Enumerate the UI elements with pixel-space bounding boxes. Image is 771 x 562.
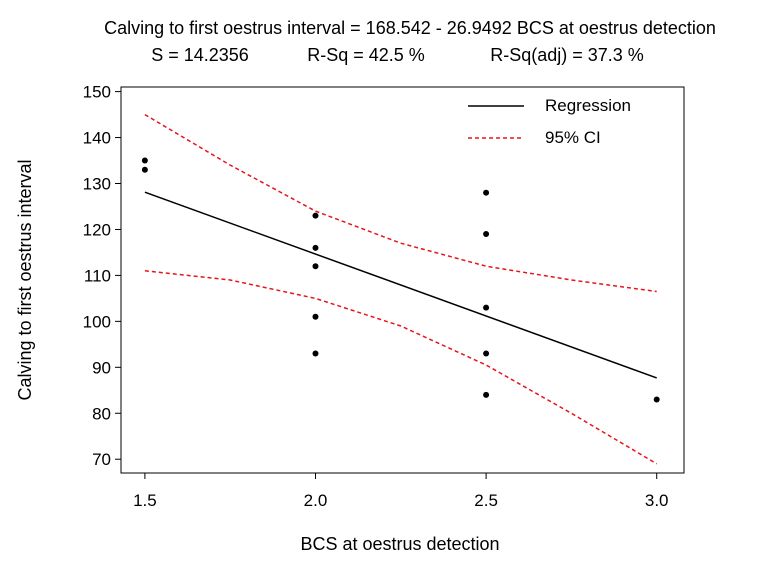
x-axis-label: BCS at oestrus detection bbox=[300, 534, 499, 554]
ci-lower-line bbox=[144, 270, 658, 465]
plot-frame bbox=[120, 86, 685, 474]
x-tick-label: 3.0 bbox=[645, 491, 669, 510]
regression-line-group bbox=[144, 191, 657, 379]
data-point bbox=[483, 189, 490, 196]
data-points bbox=[141, 157, 660, 403]
legend-ci-label: 95% CI bbox=[545, 128, 601, 147]
legend: Regression 95% CI bbox=[468, 96, 631, 147]
x-tick-label: 2.5 bbox=[474, 491, 498, 510]
x-tick-label: 1.5 bbox=[133, 491, 157, 510]
y-axis-label: Calving to first oestrus interval bbox=[15, 159, 35, 400]
legend-regression-label: Regression bbox=[545, 96, 631, 115]
ci-upper-line bbox=[144, 113, 657, 293]
stat-rsq: R-Sq = 42.5 % bbox=[307, 45, 425, 65]
y-tick-label: 120 bbox=[83, 220, 111, 239]
data-point bbox=[653, 396, 660, 403]
chart-title: Calving to first oestrus interval = 168.… bbox=[104, 18, 716, 38]
data-point bbox=[483, 231, 490, 238]
regression-line bbox=[144, 191, 657, 379]
y-tick-label: 100 bbox=[83, 312, 111, 331]
y-tick-label: 90 bbox=[92, 358, 111, 377]
data-point bbox=[312, 244, 319, 251]
data-point bbox=[312, 313, 319, 320]
data-point bbox=[483, 304, 490, 311]
data-point bbox=[312, 212, 319, 219]
data-point bbox=[141, 157, 148, 164]
data-point bbox=[483, 350, 490, 357]
y-tick-label: 130 bbox=[83, 175, 111, 194]
x-tick-label: 2.0 bbox=[304, 491, 328, 510]
confidence-interval-lines bbox=[144, 113, 658, 465]
data-point bbox=[312, 263, 319, 270]
y-tick-label: 70 bbox=[92, 450, 111, 469]
y-tick-label: 80 bbox=[92, 404, 111, 423]
y-tick-label: 140 bbox=[83, 129, 111, 148]
data-point bbox=[312, 350, 319, 357]
stat-s: S = 14.2356 bbox=[151, 45, 249, 65]
y-tick-label: 110 bbox=[84, 266, 111, 285]
y-axis-ticks: 70 80 90 100 110 120 130 140 150 bbox=[83, 83, 121, 469]
stat-rsq-adj: R-Sq(adj) = 37.3 % bbox=[490, 45, 644, 65]
data-point bbox=[483, 391, 490, 398]
x-axis-ticks: 1.5 2.0 2.5 3.0 bbox=[133, 473, 669, 510]
y-tick-label: 150 bbox=[83, 83, 111, 102]
data-point bbox=[141, 166, 148, 173]
